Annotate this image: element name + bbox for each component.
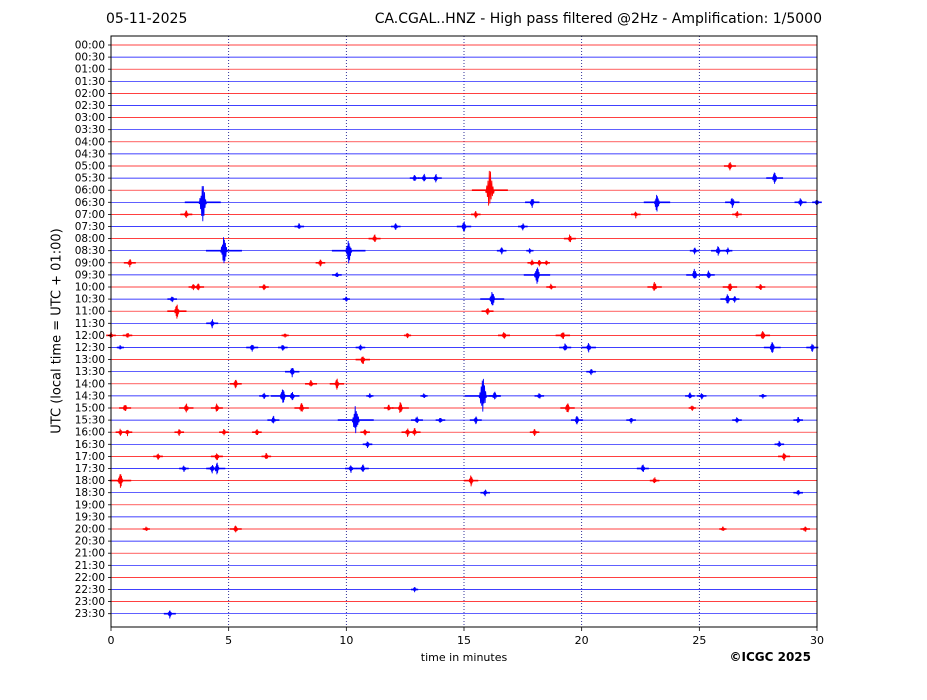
y-tick-label: 13:00 (75, 354, 105, 366)
y-tick-label: 08:30 (75, 245, 105, 257)
y-tick-label: 21:00 (75, 548, 105, 560)
y-tick-label: 00:30 (75, 52, 105, 64)
seismic-event (485, 170, 495, 206)
seismic-event (691, 268, 698, 279)
y-tick-label: 19:00 (75, 499, 105, 511)
y-tick-label: 18:00 (75, 475, 105, 487)
seismic-event (653, 194, 661, 212)
seismic-event (167, 610, 173, 619)
y-tick-label: 04:30 (75, 148, 105, 160)
seismic-event (198, 186, 208, 222)
y-tick-label: 14:00 (75, 378, 105, 390)
y-tick-label: 22:30 (75, 584, 105, 596)
seismic-event (345, 240, 353, 264)
y-axis-label: UTC (local time = UTC + 01:00) (49, 228, 65, 434)
plot-date: 05-11-2025 (106, 11, 188, 27)
y-tick-label: 00:00 (75, 40, 105, 52)
y-tick-label: 09:30 (75, 269, 105, 281)
y-tick-label: 05:30 (75, 173, 105, 185)
y-tick-label: 08:00 (75, 233, 105, 245)
x-tick-label: 20 (575, 634, 589, 647)
y-tick-label: 10:30 (75, 294, 105, 306)
y-tick-label: 11:00 (75, 306, 105, 318)
y-tick-label: 09:00 (75, 257, 105, 269)
y-tick-label: 14:30 (75, 390, 105, 402)
y-tick-label: 20:30 (75, 536, 105, 548)
y-tick-label: 06:30 (75, 197, 105, 209)
y-tick-label: 19:30 (75, 511, 105, 523)
y-tick-label: 07:00 (75, 209, 105, 221)
y-tick-label: 15:30 (75, 415, 105, 427)
y-tick-label: 17:00 (75, 451, 105, 463)
plot-frame (110, 35, 818, 628)
y-tick-label: 16:30 (75, 439, 105, 451)
plot-title: CA.CGAL..HNZ - High pass filtered @2Hz -… (374, 11, 822, 27)
y-tick-label: 04:00 (75, 136, 105, 148)
y-tick-label: 16:00 (75, 427, 105, 439)
x-tick-label: 30 (810, 634, 824, 647)
y-tick-label: 22:00 (75, 572, 105, 584)
x-tick-label: 25 (692, 634, 706, 647)
y-tick-label: 17:30 (75, 463, 105, 475)
x-axis-label: time in minutes (420, 651, 508, 664)
y-tick-label: 23:30 (75, 608, 105, 620)
copyright-notice: ©ICGC 2025 (729, 650, 811, 664)
y-tick-label: 05:00 (75, 161, 105, 173)
y-tick-label: 11:30 (75, 318, 105, 330)
y-tick-label: 12:00 (75, 330, 105, 342)
x-tick-label: 15 (457, 634, 471, 647)
y-tick-label: 01:30 (75, 76, 105, 88)
x-tick-label: 0 (108, 634, 115, 647)
y-tick-label: 07:30 (75, 221, 105, 233)
y-tick-label: 03:30 (75, 124, 105, 136)
y-tick-label: 23:00 (75, 596, 105, 608)
x-tick-label: 5 (225, 634, 232, 647)
y-tick-label: 01:00 (75, 64, 105, 76)
x-tick-label: 10 (339, 634, 353, 647)
y-tick-label: 15:00 (75, 403, 105, 415)
y-tick-label: 21:30 (75, 560, 105, 572)
y-tick-label: 03:00 (75, 112, 105, 124)
y-tick-label: 02:00 (75, 88, 105, 100)
y-tick-label: 18:30 (75, 487, 105, 499)
seismic-event (289, 367, 295, 378)
y-tick-label: 20:00 (75, 524, 105, 536)
y-tick-label: 13:30 (75, 366, 105, 378)
y-tick-label: 10:00 (75, 282, 105, 294)
y-tick-label: 12:30 (75, 342, 105, 354)
y-tick-label: 06:00 (75, 185, 105, 197)
seismic-event (529, 199, 535, 208)
y-tick-label: 02:30 (75, 100, 105, 112)
